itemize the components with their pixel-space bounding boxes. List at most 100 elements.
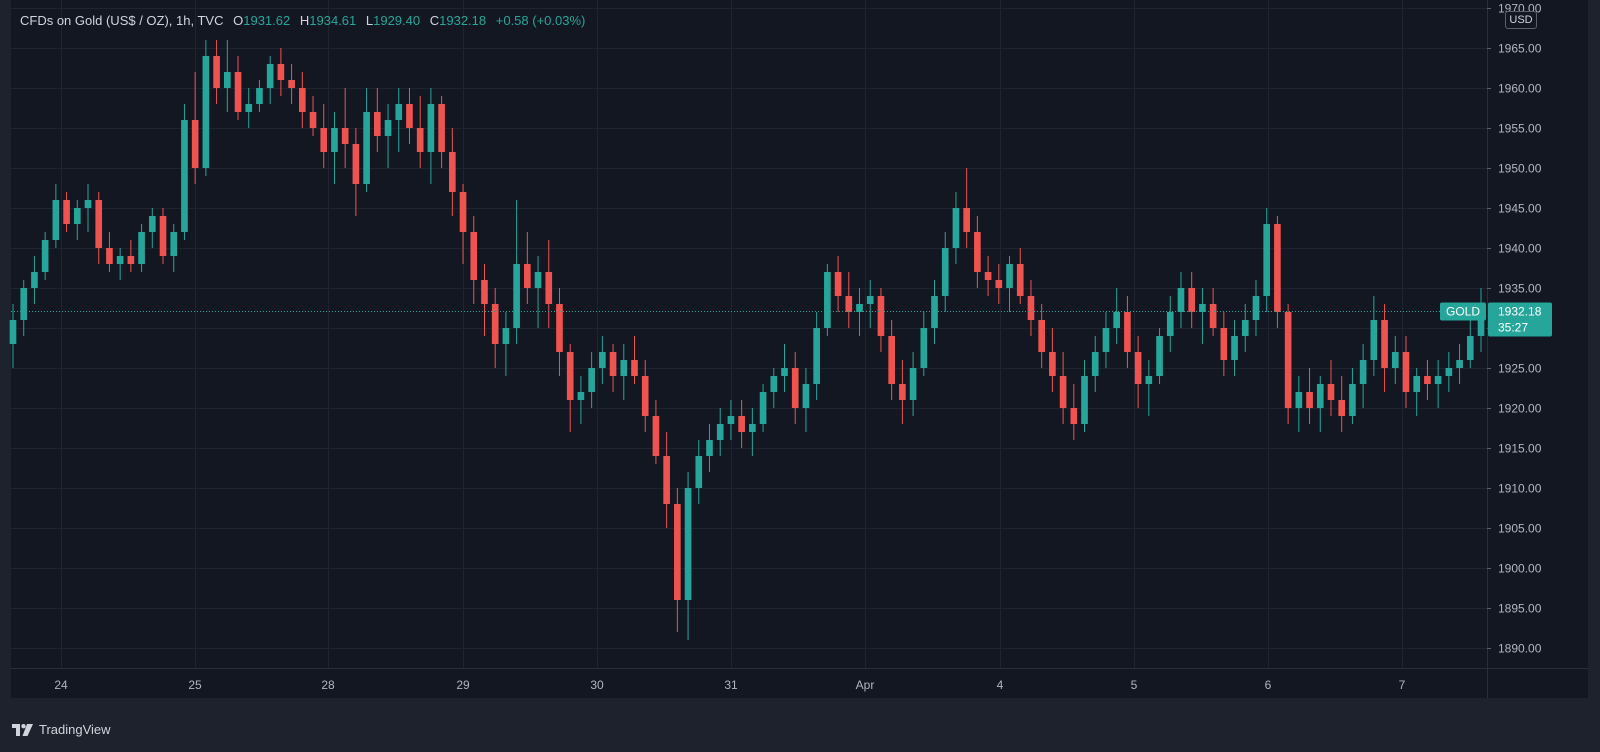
candle[interactable] xyxy=(1231,320,1238,376)
price-axis[interactable] xyxy=(1487,0,1588,698)
candle[interactable] xyxy=(759,384,767,432)
candle[interactable] xyxy=(931,280,938,344)
candle[interactable] xyxy=(191,72,199,184)
candle[interactable] xyxy=(1241,304,1249,352)
candle[interactable] xyxy=(320,104,328,168)
candle[interactable] xyxy=(674,488,681,632)
candle[interactable] xyxy=(1177,272,1185,328)
candle[interactable] xyxy=(127,240,135,272)
candle[interactable] xyxy=(556,288,563,376)
candle[interactable] xyxy=(277,48,285,96)
candle[interactable] xyxy=(1166,296,1174,352)
candle[interactable] xyxy=(1349,368,1356,424)
candle[interactable] xyxy=(1209,288,1217,336)
currency-badge[interactable]: USD xyxy=(1505,11,1537,29)
candle[interactable] xyxy=(266,56,274,104)
candle[interactable] xyxy=(1006,256,1013,312)
candle[interactable] xyxy=(1391,336,1399,384)
candle[interactable] xyxy=(481,264,488,336)
candle[interactable] xyxy=(781,344,788,392)
candle[interactable] xyxy=(524,232,531,304)
candle[interactable] xyxy=(641,360,649,432)
candle[interactable] xyxy=(148,208,156,248)
candle[interactable] xyxy=(438,96,445,168)
symbol-tag[interactable] xyxy=(1440,302,1486,321)
candle[interactable] xyxy=(577,376,585,424)
candle[interactable] xyxy=(845,272,853,328)
candle[interactable] xyxy=(245,88,253,128)
candle[interactable] xyxy=(395,88,403,152)
candle[interactable] xyxy=(20,280,28,336)
candle[interactable] xyxy=(1424,360,1431,400)
candle[interactable] xyxy=(1124,296,1131,368)
candle[interactable] xyxy=(706,424,713,472)
candle[interactable] xyxy=(1091,336,1099,392)
candle[interactable] xyxy=(824,264,831,336)
candle[interactable] xyxy=(813,312,820,400)
candle[interactable] xyxy=(695,440,703,504)
candle[interactable] xyxy=(1263,208,1271,312)
candle[interactable] xyxy=(770,368,778,408)
candle[interactable] xyxy=(138,224,145,272)
candle[interactable] xyxy=(620,344,628,400)
candle[interactable] xyxy=(1413,368,1421,416)
candle[interactable] xyxy=(941,232,949,312)
candle[interactable] xyxy=(1445,352,1453,392)
candle[interactable] xyxy=(459,184,467,264)
candle[interactable] xyxy=(1359,344,1367,408)
candle[interactable] xyxy=(406,88,413,144)
candle[interactable] xyxy=(1284,304,1292,424)
candle[interactable] xyxy=(256,80,263,112)
candle[interactable] xyxy=(9,304,17,368)
candle[interactable] xyxy=(534,256,542,328)
candle[interactable] xyxy=(1466,320,1474,368)
candle[interactable] xyxy=(1049,328,1056,392)
candle[interactable] xyxy=(738,400,745,448)
candle[interactable] xyxy=(181,104,188,240)
candle[interactable] xyxy=(1316,376,1324,432)
candle[interactable] xyxy=(1252,280,1260,336)
plot-area[interactable] xyxy=(11,0,1487,668)
candle[interactable] xyxy=(716,408,724,456)
candle[interactable] xyxy=(223,40,231,112)
candle[interactable] xyxy=(159,208,167,264)
candle[interactable] xyxy=(984,256,992,296)
candle[interactable] xyxy=(566,344,574,432)
candle[interactable] xyxy=(974,216,981,288)
candle[interactable] xyxy=(1134,336,1142,408)
candle[interactable] xyxy=(352,128,360,216)
candle[interactable] xyxy=(995,264,1003,304)
candle[interactable] xyxy=(899,360,906,424)
candle[interactable] xyxy=(202,40,210,176)
candle[interactable] xyxy=(213,40,220,104)
candle[interactable] xyxy=(470,216,478,304)
candle[interactable] xyxy=(652,400,660,464)
candle[interactable] xyxy=(1456,344,1463,384)
candle[interactable] xyxy=(73,200,81,240)
candle[interactable] xyxy=(888,320,895,400)
candle[interactable] xyxy=(1188,272,1196,328)
candle[interactable] xyxy=(288,64,295,104)
candle[interactable] xyxy=(1027,280,1035,336)
candle[interactable] xyxy=(427,88,435,184)
time-axis[interactable] xyxy=(11,668,1487,698)
candle[interactable] xyxy=(41,232,49,280)
candle[interactable] xyxy=(116,248,124,280)
candle[interactable] xyxy=(1038,304,1045,368)
candle[interactable] xyxy=(1381,304,1388,392)
candle[interactable] xyxy=(373,88,381,152)
candle[interactable] xyxy=(834,256,842,312)
candle[interactable] xyxy=(791,352,799,424)
candle[interactable] xyxy=(920,312,928,376)
candle[interactable] xyxy=(384,104,392,168)
candle[interactable] xyxy=(1156,328,1163,384)
candle[interactable] xyxy=(963,168,970,248)
candle[interactable] xyxy=(416,96,424,168)
candle[interactable] xyxy=(599,336,606,384)
candle[interactable] xyxy=(52,184,60,248)
candle[interactable] xyxy=(309,96,317,136)
footer-brand[interactable]: TradingView xyxy=(12,722,111,737)
candle[interactable] xyxy=(491,288,499,368)
candle[interactable] xyxy=(1070,384,1078,440)
